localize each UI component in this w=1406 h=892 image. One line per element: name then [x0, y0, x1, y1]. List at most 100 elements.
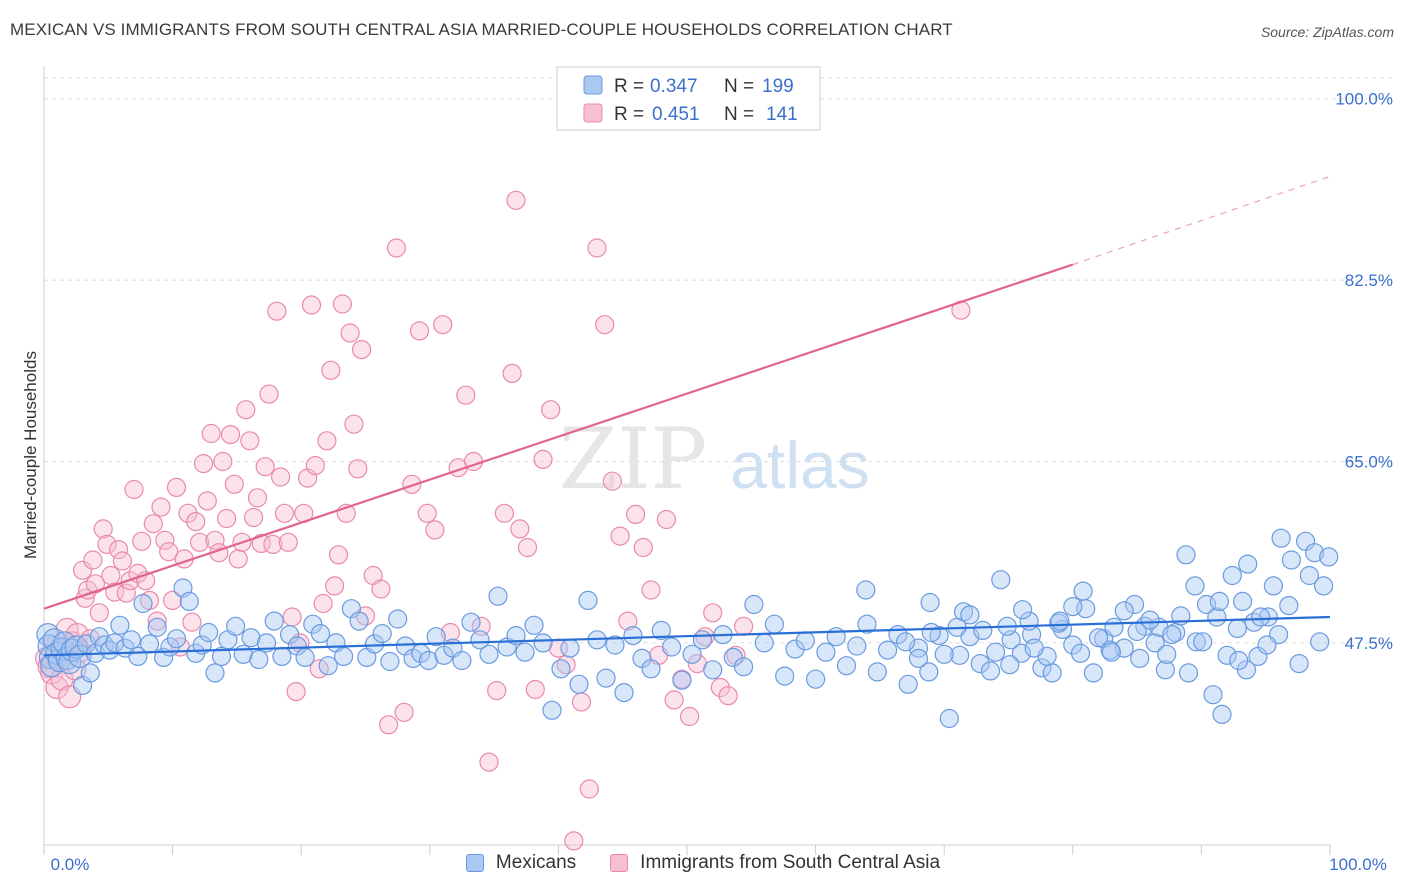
y-axis-label: Married-couple Households	[21, 351, 40, 559]
data-point	[1157, 644, 1177, 664]
data-point	[228, 549, 248, 569]
data-point	[1244, 612, 1264, 632]
data-point	[502, 363, 522, 383]
stats-swatch-blue	[583, 75, 603, 95]
data-point	[124, 479, 144, 500]
data-point	[651, 620, 671, 641]
data-point	[1088, 628, 1109, 648]
data-point	[108, 539, 129, 560]
data-point	[488, 586, 508, 606]
data-point	[263, 534, 283, 555]
data-point	[1050, 611, 1070, 631]
data-point	[816, 642, 836, 662]
data-point	[1279, 595, 1299, 616]
data-point	[1042, 663, 1062, 683]
data-point	[1209, 591, 1230, 612]
data-point	[461, 612, 481, 632]
data-point	[425, 520, 445, 540]
data-point	[1145, 633, 1165, 653]
data-point	[1063, 635, 1083, 655]
data-point	[672, 670, 692, 690]
data-point	[217, 508, 237, 529]
legend-swatch-mexicans	[465, 854, 484, 872]
data-point	[205, 663, 225, 683]
stats-n-label-pink: N =	[724, 104, 754, 125]
data-point	[525, 679, 545, 700]
legend-label-immigrants: Immigrants from South Central Asia	[640, 852, 941, 873]
data-point	[93, 519, 113, 539]
chart-title: MEXICAN VS IMMIGRANTS FROM SOUTH CENTRAL…	[10, 20, 953, 39]
data-point	[241, 628, 261, 648]
data-point	[921, 622, 941, 643]
legend-item-immigrants[interactable]: Immigrants from South Central Asia	[610, 852, 940, 874]
data-point	[934, 644, 954, 664]
data-point	[1101, 642, 1122, 662]
data-point	[159, 542, 179, 562]
data-point	[560, 638, 580, 658]
data-point	[440, 622, 460, 643]
trend-extension-immigrants	[1072, 175, 1331, 266]
data-point	[1193, 632, 1213, 652]
data-point	[1222, 565, 1242, 586]
data-point	[394, 702, 414, 722]
y-tick-label: 65.0%	[1345, 453, 1393, 472]
data-point	[764, 614, 785, 634]
data-point	[919, 662, 939, 682]
data-point	[226, 616, 246, 636]
data-point	[733, 616, 754, 636]
data-point	[826, 627, 846, 647]
source-note: Source: ZipAtlas.com	[1260, 24, 1394, 40]
data-point	[533, 449, 553, 469]
data-point	[255, 457, 275, 477]
data-point	[867, 662, 887, 682]
data-point	[199, 622, 219, 643]
data-point	[1140, 610, 1160, 630]
data-point	[1250, 607, 1271, 627]
axes	[43, 66, 1331, 855]
data-point	[321, 360, 341, 380]
data-point	[313, 593, 333, 614]
data-point	[920, 592, 940, 613]
data-point	[352, 340, 372, 360]
legend-swatch-immigrants	[610, 854, 629, 872]
data-point	[1258, 607, 1278, 627]
data-point	[278, 532, 298, 552]
data-point	[479, 752, 499, 772]
data-point	[703, 660, 723, 680]
data-point	[301, 295, 322, 315]
data-point	[379, 715, 399, 735]
data-point	[1114, 601, 1134, 621]
data-point	[596, 668, 616, 688]
data-point	[641, 659, 661, 679]
data-point	[271, 467, 291, 487]
data-point	[754, 633, 774, 653]
data-point	[1238, 554, 1258, 574]
data-point	[595, 315, 615, 335]
data-point	[190, 532, 210, 552]
data-point	[775, 666, 795, 686]
data-point	[211, 646, 232, 667]
data-point	[1162, 624, 1182, 645]
data-point	[973, 620, 993, 641]
data-point	[105, 633, 125, 653]
stats-r-value-pink: 0.451	[652, 104, 700, 125]
trend-line-immigrants	[43, 263, 1074, 610]
data-point	[85, 574, 106, 594]
data-point	[633, 537, 653, 558]
data-point	[317, 431, 337, 451]
data-point	[569, 674, 589, 694]
data-point	[201, 423, 221, 444]
data-point	[1024, 638, 1044, 658]
data-point	[960, 605, 980, 625]
legend-item-mexicans[interactable]: Mexicans	[465, 852, 576, 874]
data-point	[386, 238, 406, 258]
data-point	[264, 611, 284, 631]
data-point	[541, 400, 561, 420]
data-point	[139, 634, 160, 654]
data-point	[64, 635, 88, 659]
series-mexicans-points	[36, 528, 1339, 729]
series-immigrants-points	[34, 190, 971, 851]
y-tick-label: 47.5%	[1345, 634, 1393, 653]
data-point	[280, 624, 300, 645]
data-point	[433, 315, 453, 335]
